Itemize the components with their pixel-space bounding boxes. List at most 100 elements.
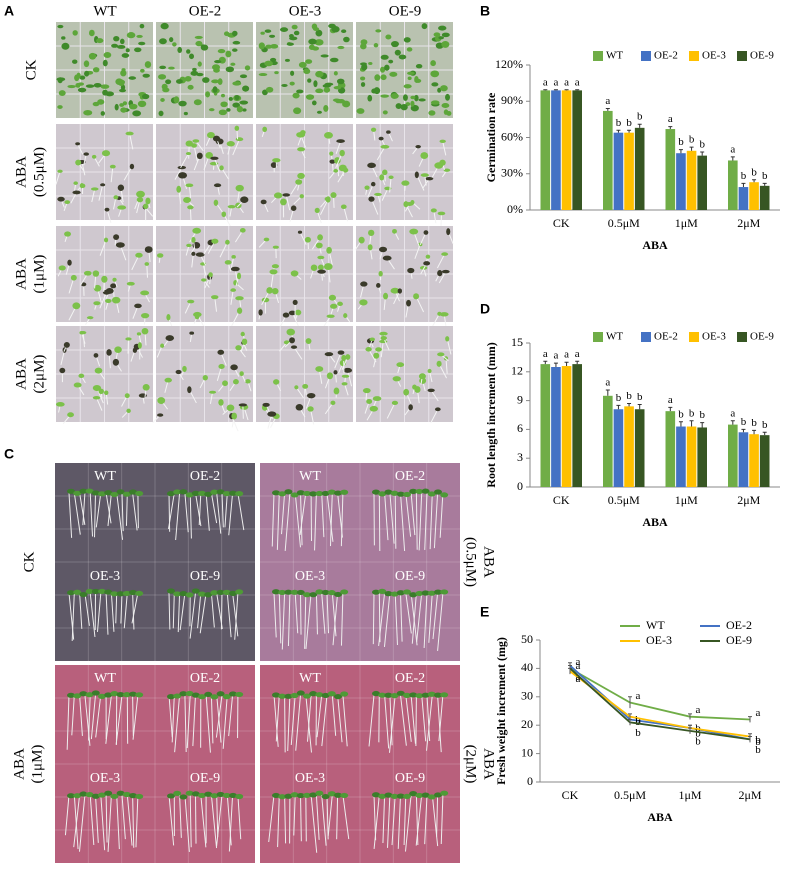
root bbox=[431, 313, 440, 328]
seedling bbox=[373, 87, 381, 95]
y-axis-title: Fresh weight increment (mg) bbox=[494, 637, 508, 785]
seedling bbox=[438, 36, 445, 40]
seedling bbox=[439, 312, 449, 317]
seedling bbox=[440, 589, 449, 595]
seedling bbox=[315, 692, 324, 698]
root bbox=[284, 694, 286, 753]
error-bar bbox=[564, 89, 569, 91]
seedling bbox=[260, 31, 265, 35]
error-bar bbox=[637, 123, 642, 128]
error-bar bbox=[741, 428, 746, 433]
seedling bbox=[368, 61, 373, 65]
root bbox=[293, 346, 303, 360]
seedling bbox=[160, 22, 169, 30]
root bbox=[96, 397, 103, 411]
root bbox=[433, 210, 437, 224]
legend-swatch bbox=[689, 51, 699, 61]
seedling bbox=[343, 367, 353, 373]
root bbox=[281, 492, 286, 535]
seedling bbox=[296, 690, 305, 696]
seedling bbox=[440, 85, 448, 92]
seedling bbox=[264, 29, 272, 33]
seedling bbox=[382, 255, 392, 261]
seedling bbox=[85, 792, 94, 798]
root bbox=[268, 794, 275, 843]
seedling bbox=[59, 367, 66, 374]
seedling bbox=[58, 265, 66, 271]
error-bar bbox=[627, 402, 632, 407]
seedling bbox=[367, 162, 376, 169]
seedling bbox=[265, 86, 274, 93]
plate-label: OE-9 bbox=[190, 569, 220, 584]
root bbox=[191, 253, 194, 268]
root bbox=[146, 263, 148, 278]
root bbox=[216, 492, 222, 534]
seedling bbox=[239, 100, 249, 105]
seedling bbox=[297, 230, 303, 234]
panel-label: E bbox=[480, 604, 489, 620]
bar bbox=[634, 409, 645, 487]
seedling bbox=[284, 58, 290, 62]
seedling bbox=[340, 489, 349, 495]
photo bbox=[56, 22, 153, 118]
root bbox=[426, 694, 433, 751]
x-tick-label: 2μM bbox=[737, 216, 760, 230]
root bbox=[299, 231, 307, 245]
row-label: (1μM) bbox=[31, 255, 47, 294]
root bbox=[193, 145, 198, 162]
seedling bbox=[441, 41, 450, 48]
error-bar bbox=[678, 421, 683, 427]
significance-letter: b bbox=[635, 716, 641, 728]
seedling bbox=[191, 490, 200, 496]
seedling bbox=[294, 309, 302, 316]
root bbox=[100, 794, 106, 851]
photo bbox=[156, 22, 253, 118]
photo bbox=[156, 226, 253, 330]
root bbox=[222, 694, 228, 749]
seedling bbox=[441, 269, 450, 274]
legend-label: OE-9 bbox=[750, 50, 774, 62]
root bbox=[327, 794, 333, 836]
root bbox=[415, 492, 418, 550]
seedling bbox=[185, 790, 194, 796]
root bbox=[321, 492, 325, 538]
seedling bbox=[423, 230, 429, 235]
root bbox=[174, 167, 183, 180]
seedling bbox=[172, 42, 177, 47]
root bbox=[189, 492, 192, 539]
legend-label: OE-2 bbox=[654, 331, 678, 343]
seedling bbox=[403, 37, 411, 43]
condition-label: ABA bbox=[11, 748, 27, 780]
root bbox=[198, 492, 202, 526]
seedling bbox=[80, 183, 86, 189]
seedling bbox=[165, 79, 172, 85]
seedling bbox=[284, 693, 293, 699]
seedling bbox=[201, 278, 207, 282]
seedling bbox=[57, 169, 63, 173]
seedling bbox=[245, 379, 251, 384]
seedling bbox=[379, 246, 388, 253]
root bbox=[184, 694, 187, 752]
root bbox=[326, 492, 334, 542]
root bbox=[386, 402, 396, 419]
root bbox=[295, 387, 304, 399]
seedling bbox=[239, 228, 246, 233]
root bbox=[273, 592, 277, 638]
seedling bbox=[343, 313, 348, 319]
root bbox=[335, 140, 342, 154]
seedling bbox=[194, 35, 203, 39]
seedling bbox=[392, 376, 401, 382]
line bbox=[569, 667, 751, 741]
seedling bbox=[303, 592, 311, 598]
seedling bbox=[380, 335, 387, 341]
root bbox=[234, 592, 239, 640]
root bbox=[199, 592, 207, 634]
seedling bbox=[179, 794, 188, 800]
seedling bbox=[235, 345, 242, 351]
seedling bbox=[160, 343, 165, 348]
legend-swatch bbox=[641, 51, 651, 61]
seedling bbox=[390, 41, 399, 48]
row-label: ABA bbox=[13, 258, 29, 290]
legend-label: OE-9 bbox=[750, 331, 774, 343]
